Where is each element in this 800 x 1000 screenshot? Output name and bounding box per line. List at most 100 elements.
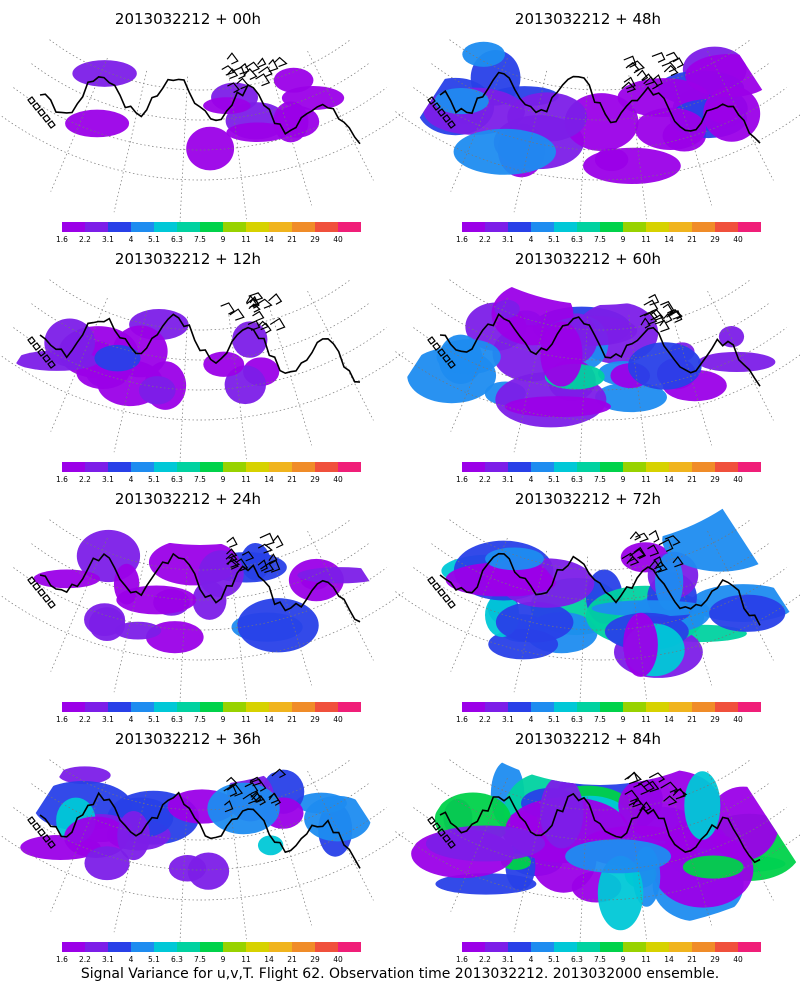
colorbar-swatch [646, 702, 669, 712]
colorbar-swatch [131, 222, 154, 232]
coastline [27, 292, 361, 383]
colorbar-tick-label: 5.1 [148, 715, 160, 724]
colorbar-tick-label: 14 [264, 955, 274, 964]
colorbar-swatch [292, 702, 315, 712]
variance-blob [84, 846, 130, 881]
colorbar-tick-label: 40 [333, 715, 343, 724]
colorbar-tick-label: 40 [733, 715, 743, 724]
colorbar-swatch [508, 462, 531, 472]
colorbar-swatch [62, 222, 85, 232]
colorbar-swatch [177, 942, 200, 952]
colorbar-swatch [338, 222, 361, 232]
colorbar-swatch [292, 222, 315, 232]
colorbar-tick-label: 3.1 [502, 715, 514, 724]
variance-field [441, 508, 796, 678]
colorbar-tick-label: 29 [710, 955, 720, 964]
colorbar-swatch [669, 222, 692, 232]
colorbar-tick-label: 3.1 [502, 955, 514, 964]
variance-blob [462, 41, 506, 67]
colorbar-tick-label: 40 [333, 235, 343, 244]
map-panel: 2013032212 + 84h 1.6 2.2 3.1 4 5.1 6.3 7.5 9 11 14… [395, 730, 800, 964]
colorbar-swatch [531, 702, 554, 712]
variance-blob [436, 339, 501, 375]
colorbar-swatch [315, 462, 338, 472]
colorbar-tick-label: 11 [641, 475, 651, 484]
panel-title: 2013032212 + 12h [115, 250, 261, 268]
colorbar-tick-label: 29 [710, 475, 720, 484]
colorbar-swatch [177, 702, 200, 712]
variance-blob [187, 852, 230, 890]
colorbar: 1.6 2.2 3.1 4 5.1 6.3 7.5 9 11 14 21 29 40 [456, 942, 761, 964]
panel-title: 2013032212 + 00h [115, 10, 261, 28]
variance-blob [237, 598, 319, 653]
colorbar-swatch [315, 222, 338, 232]
colorbar-tick-label: 9 [221, 955, 226, 964]
colorbar-swatch [715, 462, 738, 472]
colorbar-swatch [108, 462, 131, 472]
colorbar-tick-label: 7.5 [194, 715, 206, 724]
colorbar-tick-label: 11 [241, 235, 251, 244]
colorbar-tick-label: 7.5 [594, 955, 606, 964]
colorbar-tick-label: 40 [733, 235, 743, 244]
colorbar-tick-label: 6.3 [571, 475, 583, 484]
colorbar-swatch [154, 942, 177, 952]
colorbar-tick-label: 11 [641, 715, 651, 724]
variance-blob [44, 318, 96, 367]
graticule [395, 39, 800, 222]
variance-blob [207, 782, 280, 835]
colorbar-swatch [715, 702, 738, 712]
variance-blob [597, 855, 644, 931]
colorbar-tick-label: 21 [287, 955, 297, 964]
colorbar-swatch [62, 942, 85, 952]
variance-blob [257, 835, 284, 856]
colorbar-tick-label: 6.3 [571, 955, 583, 964]
colorbar-tick-label: 2.2 [79, 715, 91, 724]
colorbar-tick-label: 9 [621, 955, 626, 964]
colorbar-swatch [246, 462, 269, 472]
colorbar-swatch [692, 702, 715, 712]
colorbar-swatch [223, 702, 246, 712]
colorbar-tick-label: 21 [287, 475, 297, 484]
colorbar-tick-label: 2.2 [479, 235, 491, 244]
variance-blob [540, 321, 583, 387]
variance-blob [117, 811, 150, 861]
colorbar-swatch [554, 222, 577, 232]
colorbar-tick-label: 7.5 [194, 475, 206, 484]
colorbar-tick-label: 1.6 [456, 955, 468, 964]
colorbar-swatch [108, 222, 131, 232]
colorbar-tick-label: 2.2 [479, 475, 491, 484]
colorbar-swatch [108, 702, 131, 712]
colorbar-swatch [108, 942, 131, 952]
map-panel: 2013032212 + 36h 1.6 2.2 3.1 4 5.1 6.3 7.5 9 11 14… [0, 730, 405, 964]
colorbar-swatch [131, 702, 154, 712]
variance-blob [297, 567, 384, 584]
colorbar-swatch [154, 702, 177, 712]
map-panel: 2013032212 + 24h 1.6 2.2 3.1 4 5.1 6.3 7.5 9 11 14… [0, 490, 405, 724]
colorbar: 1.6 2.2 3.1 4 5.1 6.3 7.5 9 11 14 21 29 40 [456, 702, 761, 724]
colorbar-swatch [531, 222, 554, 232]
colorbar-swatch [554, 702, 577, 712]
colorbar-tick-label: 40 [733, 955, 743, 964]
variance-field [407, 282, 776, 428]
colorbar-swatch [623, 462, 646, 472]
colorbar-tick-label: 29 [710, 715, 720, 724]
colorbar-tick-label: 7.5 [594, 715, 606, 724]
coastline [427, 51, 761, 144]
colorbar-tick-label: 1.6 [56, 955, 68, 964]
variance-blob [114, 621, 162, 640]
colorbar-tick-label: 14 [264, 235, 274, 244]
colorbar: 1.6 2.2 3.1 4 5.1 6.3 7.5 9 11 14 21 29 40 [56, 462, 361, 484]
colorbar-tick-label: 4 [529, 235, 534, 244]
colorbar-swatch [577, 942, 600, 952]
colorbar-tick-label: 4 [129, 715, 134, 724]
colorbar-tick-label: 1.6 [56, 475, 68, 484]
colorbar-swatch [485, 702, 508, 712]
variance-blob [628, 342, 702, 390]
colorbar-swatch [462, 222, 485, 232]
colorbar-tick-label: 4 [129, 235, 134, 244]
variance-blob [718, 326, 745, 348]
colorbar-tick-label: 1.6 [456, 475, 468, 484]
colorbar-tick-label: 14 [664, 715, 674, 724]
colorbar-swatch [623, 702, 646, 712]
